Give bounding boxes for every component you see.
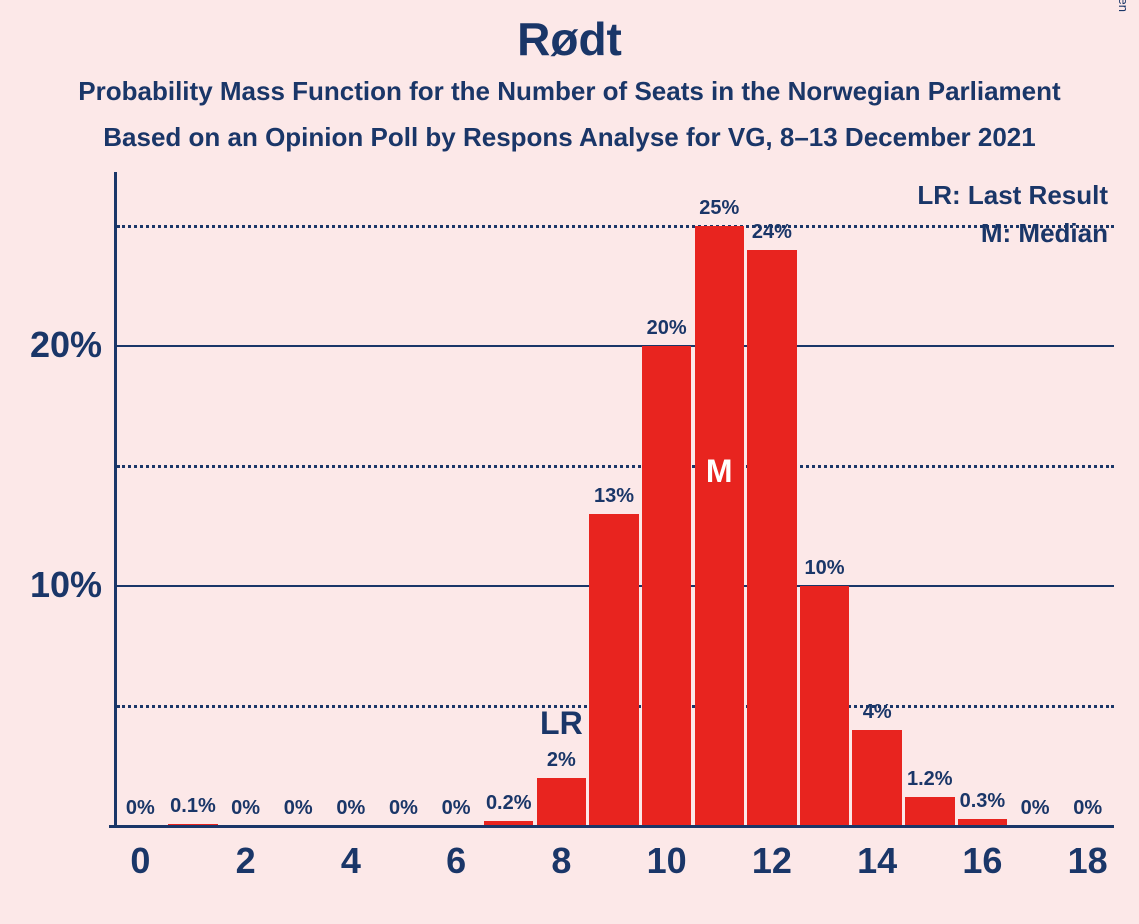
- chart-container: Rødt Probability Mass Function for the N…: [0, 0, 1139, 924]
- bar-value-label: 10%: [785, 557, 865, 580]
- bar-value-label: 1.2%: [890, 768, 970, 791]
- x-tick-label: 10: [627, 840, 707, 882]
- gridline-minor: [117, 225, 1114, 228]
- legend-median: M: Median: [981, 218, 1108, 249]
- y-axis: [114, 172, 117, 826]
- bar-value-label: 25%: [679, 197, 759, 220]
- gridline-major: [117, 345, 1114, 347]
- x-tick-label: 2: [206, 840, 286, 882]
- legend-last-result: LR: Last Result: [917, 180, 1108, 211]
- copyright-text: © 2025 Filip van Laenen: [1116, 0, 1131, 12]
- bar-value-label: 24%: [732, 221, 812, 244]
- annotation-last-result: LR: [521, 705, 601, 742]
- annotation-median: M: [679, 453, 759, 490]
- x-tick-label: 18: [1048, 840, 1128, 882]
- x-tick-label: 6: [416, 840, 496, 882]
- x-tick-label: 0: [100, 840, 180, 882]
- bar: [589, 514, 638, 826]
- x-tick-label: 8: [521, 840, 601, 882]
- bar: [695, 226, 744, 826]
- bar-value-label: 0%: [1048, 797, 1128, 820]
- y-tick-label: 20%: [0, 324, 102, 366]
- bar: [747, 250, 796, 826]
- x-axis: [109, 825, 1114, 828]
- y-tick-label: 10%: [0, 564, 102, 606]
- x-tick-label: 14: [837, 840, 917, 882]
- chart-title: Rødt: [0, 12, 1139, 66]
- x-tick-label: 4: [311, 840, 391, 882]
- chart-subtitle-2: Based on an Opinion Poll by Respons Anal…: [0, 122, 1139, 153]
- gridline-minor: [117, 465, 1114, 468]
- x-tick-label: 12: [732, 840, 812, 882]
- x-tick-label: 16: [942, 840, 1022, 882]
- bar-value-label: 4%: [837, 701, 917, 724]
- chart-subtitle-1: Probability Mass Function for the Number…: [0, 76, 1139, 107]
- plot-area: 0%0.1%0%0%0%0%0%0.2%2%13%20%25%24%10%4%1…: [114, 178, 1114, 826]
- bar: [537, 778, 586, 826]
- bar: [642, 346, 691, 826]
